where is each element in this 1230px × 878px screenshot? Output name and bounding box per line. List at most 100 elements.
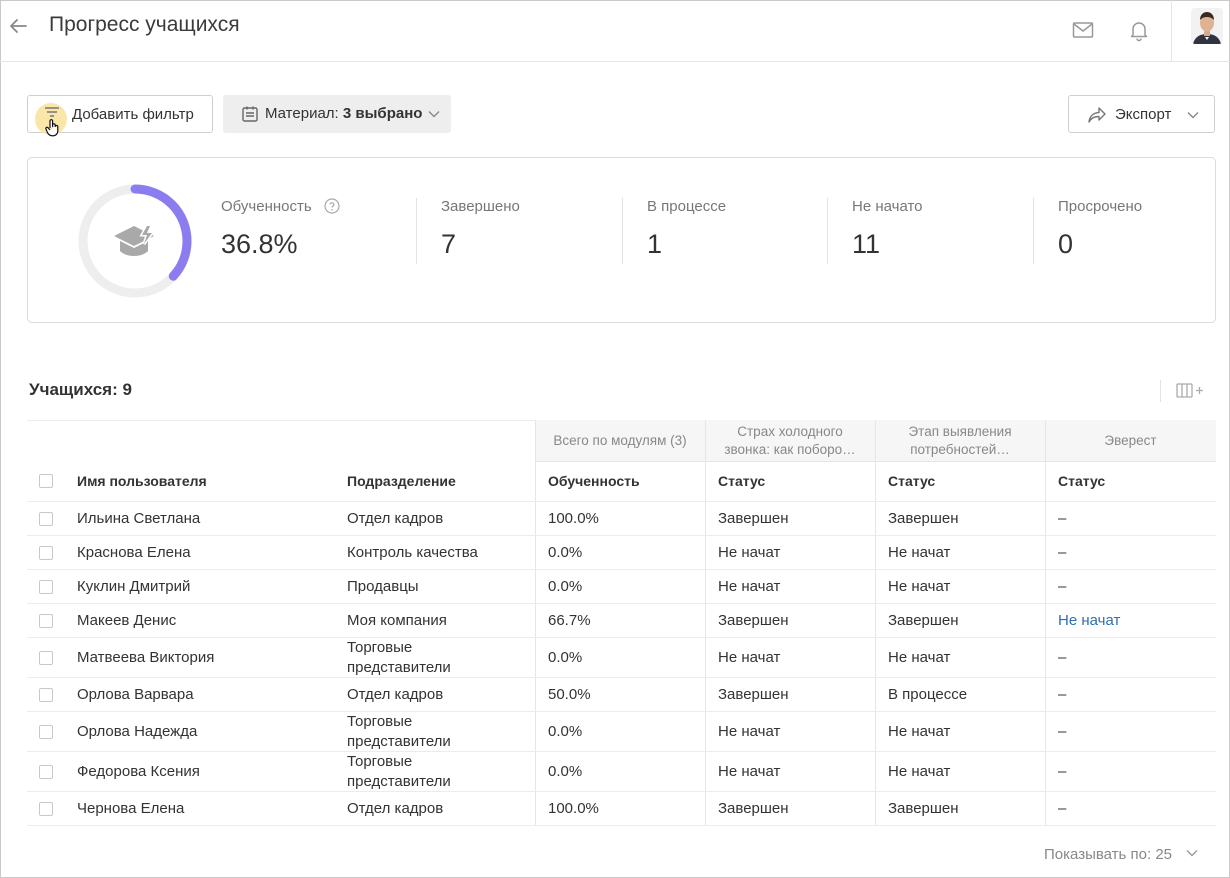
cell-user-name: Орлова Надежда [77,723,198,740]
cell-user-name: Куклин Дмитрий [77,578,191,595]
cell-status-module-1: Завершен [718,612,789,629]
cell-status-module-2: Не начат [888,578,951,595]
cell-training: 0.0% [548,578,583,595]
export-button[interactable]: Экспорт [1068,95,1215,133]
table-row[interactable]: Орлова Варвара Отдел кадров 50.0% Завершен В… [27,678,1216,712]
stat-not-started-label: Не начато [852,198,923,215]
cell-user-name: Макеев Денис [77,612,177,629]
cell-training: 0.0% [548,649,583,666]
table-row[interactable]: Чернова Елена Отдел кадров 100.0% Завершен З… [27,792,1216,826]
material-filter-value: 3 выбрано [342,105,423,122]
column-header-status[interactable]: Статус [888,473,936,489]
cell-status-module-3: – [1058,544,1067,561]
cell-status-module-2: Не начат [888,723,951,740]
table-row[interactable]: Матвеева Виктория Торговые представители 0… [27,638,1216,678]
cell-user-name: Краснова Елена [77,544,191,561]
stat-divider [1033,198,1034,264]
column-settings-button[interactable] [1160,380,1206,402]
column-separator [1045,420,1046,825]
row-checkbox[interactable] [39,688,53,702]
row-checkbox[interactable] [39,725,53,739]
cell-status-module-2: Не начат [888,544,951,561]
cell-status-module-2: Не начат [888,649,951,666]
cell-training: 66.7% [548,612,591,629]
stat-completed-value: 7 [441,229,457,259]
cell-status-module-1: Завершен [718,686,789,703]
stat-completed: Завершено 7 [441,198,520,260]
user-avatar[interactable] [1191,8,1223,44]
learners-count-title: Учащихся: 9 [29,380,132,399]
row-checkbox[interactable] [39,614,53,628]
cell-status-module-2: Завершен [888,800,959,817]
row-checkbox[interactable] [39,546,53,560]
cell-status-module-2: Не начат [888,763,951,780]
cell-department: Контроль качества [347,544,478,561]
stat-training: Обученность 36.8% [221,198,340,260]
cell-department: Торговые представители [347,753,451,790]
table-row[interactable]: Макеев Денис Моя компания 66.7% Завершен Зав… [27,604,1216,638]
cell-status-module-1: Завершен [718,510,789,527]
cell-department: Торговые представители [347,639,451,676]
group-header-module-1: Страх холодного звонка: как поборо… [705,420,875,462]
column-header-name[interactable]: Имя пользователя [77,473,207,489]
cell-status-module-1: Не начат [718,578,781,595]
add-filter-button[interactable]: Добавить фильтр [27,95,213,137]
cell-user-name: Федорова Ксения [77,763,200,780]
select-all-checkbox[interactable] [39,474,53,488]
group-header-module-2: Этап выявления потребностей… [875,420,1045,462]
row-checkbox[interactable] [39,651,53,665]
page-size-selector[interactable]: Показывать по: 25 [1044,846,1198,863]
back-button[interactable] [6,14,30,38]
column-separator [875,420,876,825]
cell-training: 0.0% [548,763,583,780]
stats-card: Обученность 36.8% Завершено 7 В процессе… [27,157,1216,323]
cell-status-module-3[interactable]: Не начат [1058,612,1121,629]
cell-department: Продавцы [347,578,419,595]
messages-button[interactable] [1071,18,1095,42]
material-filter-prefix: Материал: [265,105,339,122]
cell-department: Моя компания [347,612,447,629]
table-row[interactable]: Федорова Ксения Торговые представители 0.0… [27,752,1216,792]
column-separator [705,420,706,825]
cell-status-module-2: Завершен [888,510,959,527]
cell-user-name: Орлова Варвара [77,686,194,703]
chevron-down-icon [428,111,440,118]
cell-status-module-3: – [1058,510,1067,527]
notifications-button[interactable] [1127,18,1151,42]
table-header-row: Имя пользователя Подразделение Обученнос… [27,462,1216,502]
row-checkbox[interactable] [39,802,53,816]
table-row[interactable]: Орлова Надежда Торговые представители 0.0%… [27,712,1216,752]
cell-status-module-3: – [1058,578,1067,595]
material-filter-dropdown[interactable]: Материал: 3 выбрано [223,95,451,133]
column-header-training[interactable]: Обученность [548,473,640,489]
page-size-label: Показывать по: 25 [1044,846,1172,863]
table-row[interactable]: Краснова Елена Контроль качества 0.0% Не на… [27,536,1216,570]
cell-status-module-3: – [1058,723,1067,740]
cell-status-module-3: – [1058,800,1067,817]
filter-icon [45,107,59,117]
cell-status-module-2: Завершен [888,612,959,629]
envelope-icon [1072,22,1094,38]
cell-status-module-1: Завершен [718,800,789,817]
column-header-status[interactable]: Статус [1058,473,1106,489]
question-circle-icon[interactable] [324,198,340,214]
table-row[interactable]: Куклин Дмитрий Продавцы 0.0% Не начат Не нач… [27,570,1216,604]
chevron-down-icon [1186,850,1198,857]
cell-status-module-1: Не начат [718,763,781,780]
row-checkbox[interactable] [39,512,53,526]
columns-add-icon [1176,383,1203,398]
cell-training: 100.0% [548,510,599,527]
cell-department: Отдел кадров [347,510,444,527]
cell-user-name: Ильина Светлана [77,510,201,527]
graduation-cap-icon [114,224,155,256]
table-row[interactable]: Ильина Светлана Отдел кадров 100.0% Заверше… [27,502,1216,536]
cell-training: 0.0% [548,544,583,561]
share-arrow-icon [1088,107,1106,123]
row-checkbox[interactable] [39,765,53,779]
column-header-department[interactable]: Подразделение [347,473,456,489]
column-header-status[interactable]: Статус [718,473,766,489]
bell-icon [1130,22,1148,42]
cell-user-name: Матвеева Виктория [77,649,215,666]
row-checkbox[interactable] [39,580,53,594]
stat-overdue-value: 0 [1058,229,1074,259]
